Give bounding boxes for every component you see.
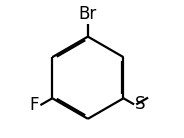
Text: F: F	[30, 96, 39, 114]
Text: S: S	[135, 95, 145, 113]
Text: Br: Br	[79, 5, 97, 23]
